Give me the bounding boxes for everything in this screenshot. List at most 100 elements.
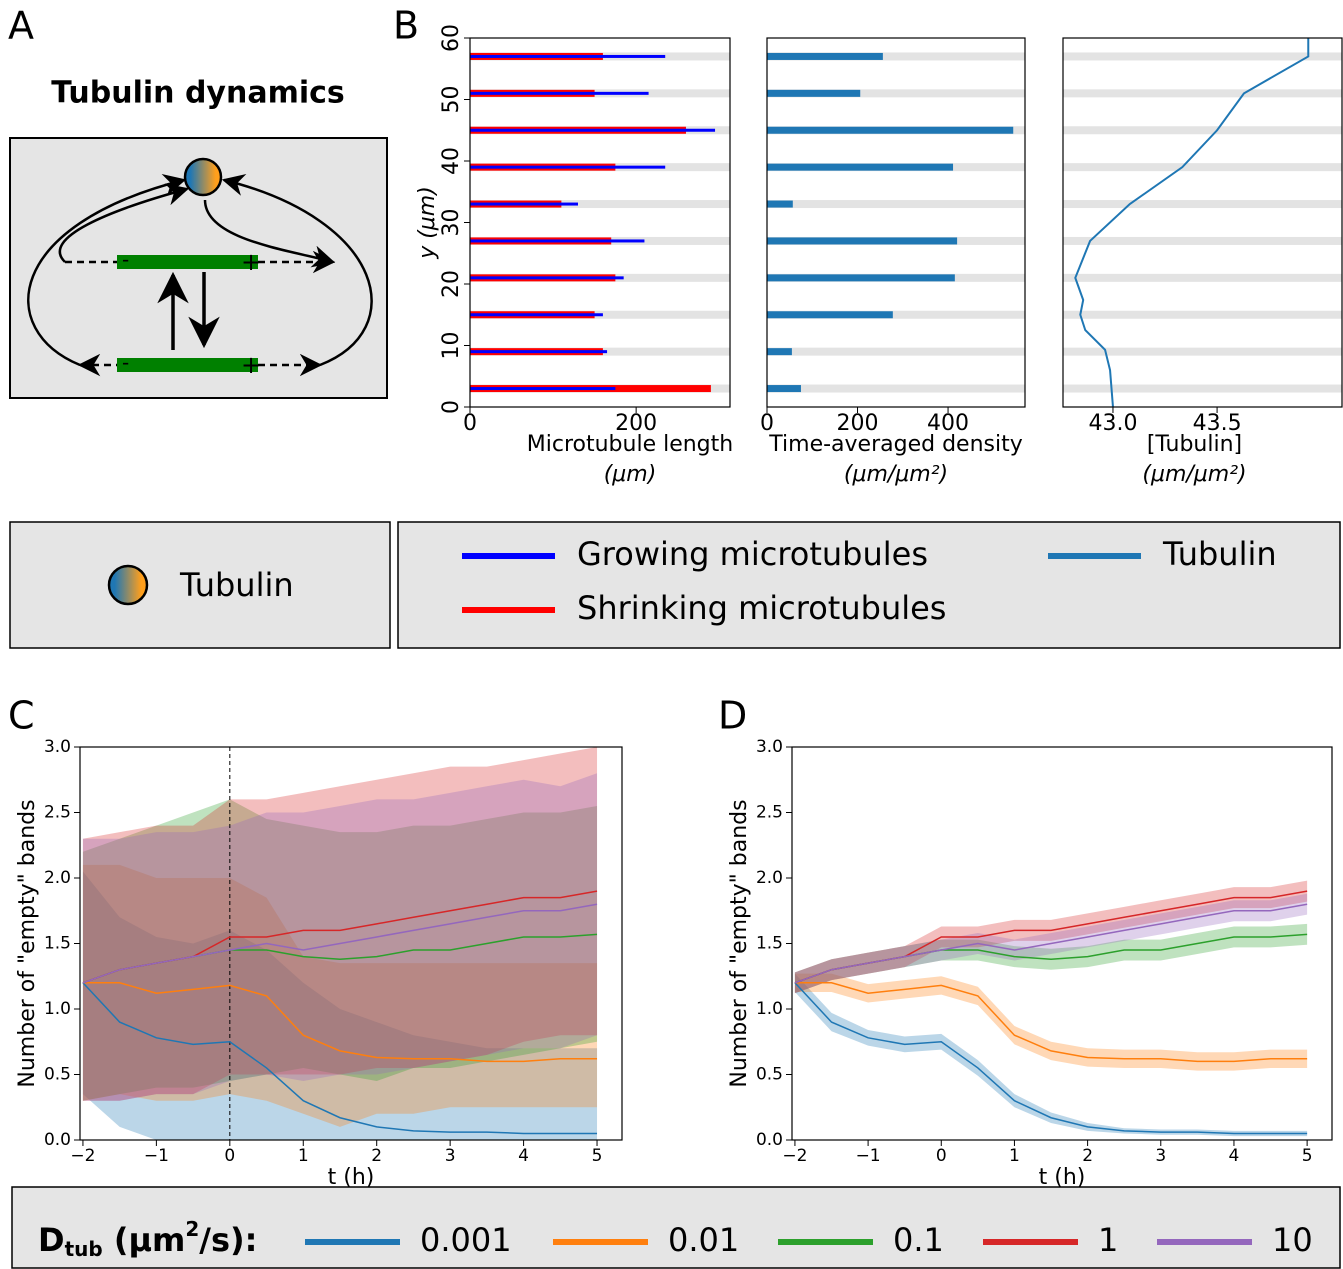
x-tick-label: 0 — [224, 1146, 235, 1166]
band — [1063, 200, 1342, 208]
y-tick-label: 1.5 — [756, 934, 783, 954]
x-axis-unit: (μm) — [604, 462, 657, 487]
legend-label: 10 — [1272, 1221, 1313, 1259]
y-tick-label: 20 — [439, 270, 464, 298]
bar — [767, 348, 792, 355]
band — [767, 348, 1025, 356]
y-tick-label: 40 — [439, 147, 464, 175]
bar — [767, 127, 1013, 134]
band — [1063, 163, 1342, 171]
legend-label: Tubulin — [179, 566, 294, 604]
x-axis-label: [Tubulin] — [1147, 432, 1242, 457]
x-axis-label: t (h) — [1039, 1165, 1086, 1190]
x-tick-label: −2 — [782, 1146, 807, 1166]
y-tick-label: 2.0 — [756, 868, 783, 888]
bar — [470, 55, 665, 58]
band — [1063, 52, 1342, 60]
y-tick-label: 1.0 — [756, 999, 783, 1019]
panel-label: D — [718, 694, 747, 738]
y-axis-label: Number of "empty" bands — [15, 799, 40, 1087]
x-axis-unit: (μm/μm²) — [1142, 462, 1246, 487]
y-tick-label: 0.0 — [44, 1130, 71, 1150]
plot-area — [795, 881, 1307, 1136]
band — [1063, 237, 1342, 245]
legend-label: Shrinking microtubules — [577, 589, 946, 627]
bar — [470, 276, 624, 279]
legend-label: 0.01 — [668, 1221, 739, 1259]
y-tick-label: 0.0 — [756, 1130, 783, 1150]
plot-area — [767, 52, 1025, 392]
x-tick-label: −1 — [144, 1146, 169, 1166]
x-tick-label: 4 — [1229, 1146, 1240, 1166]
error-band — [795, 974, 1307, 1071]
bar — [470, 92, 649, 95]
band — [1063, 89, 1342, 97]
x-tick-label: 3 — [1155, 1146, 1166, 1166]
plot-area — [1063, 38, 1342, 407]
y-tick-label: 0.5 — [756, 1065, 783, 1085]
y-tick-label: 3.0 — [756, 737, 783, 757]
y-axis-label: y (μm) — [415, 186, 440, 260]
bar — [470, 350, 607, 353]
plot-area — [470, 52, 730, 392]
band — [1063, 311, 1342, 319]
bar — [470, 129, 715, 132]
legend-label: 1 — [1098, 1221, 1118, 1259]
minus-end: - — [122, 351, 129, 375]
y-tick-label: 0 — [439, 400, 464, 414]
legend-label: Tubulin — [1162, 535, 1277, 573]
y-tick-label: 60 — [439, 24, 464, 52]
band — [1063, 274, 1342, 282]
y-axis-label: Number of "empty" bands — [727, 799, 752, 1087]
tubulin-icon — [109, 566, 147, 604]
x-axis-unit: (μm/μm²) — [844, 462, 948, 487]
bar — [767, 53, 883, 60]
y-tick-label: 50 — [439, 86, 464, 114]
bar — [767, 90, 860, 97]
diagram: Tubulin dynamics - + - + — [10, 76, 387, 399]
plus-end: + — [241, 351, 261, 379]
bar — [470, 203, 578, 206]
y-tick-label: 2.5 — [44, 803, 71, 823]
y-tick-label: 1.5 — [44, 934, 71, 954]
plot-area — [83, 747, 597, 1140]
legend-label: 0.001 — [420, 1221, 512, 1259]
x-tick-label: 2 — [371, 1146, 382, 1166]
y-tick-label: 2.5 — [756, 803, 783, 823]
x-tick-label: 1 — [1009, 1146, 1020, 1166]
bar — [767, 385, 801, 392]
y-tick-label: 2.0 — [44, 868, 71, 888]
x-tick-label: 5 — [1302, 1146, 1313, 1166]
x-tick-label: −1 — [856, 1146, 881, 1166]
bar — [470, 313, 603, 316]
tubulin-icon — [185, 159, 221, 195]
bar — [470, 387, 615, 390]
x-tick-label: 2 — [1082, 1146, 1093, 1166]
x-axis-label: Time-averaged density — [768, 432, 1022, 457]
y-tick-label: 1.0 — [44, 999, 71, 1019]
y-tick-label: 10 — [439, 332, 464, 360]
y-tick-label: 30 — [439, 209, 464, 237]
x-tick-label: 3 — [445, 1146, 456, 1166]
x-axis-label: t (h) — [328, 1165, 375, 1190]
plus-end: + — [241, 248, 261, 276]
x-axis-label: Microtubule length — [527, 432, 733, 457]
band — [1063, 126, 1342, 134]
band — [767, 200, 1025, 208]
microtubule — [117, 358, 258, 372]
y-tick-label: 0.5 — [44, 1065, 71, 1085]
panel-label: B — [393, 4, 419, 48]
bar — [470, 166, 665, 169]
legend-label: Growing microtubules — [577, 535, 928, 573]
bar — [767, 201, 793, 208]
figure: A B C D Tubulin dynamics - + - + Tubulin… — [0, 0, 1343, 1269]
x-tick-label: −2 — [70, 1146, 95, 1166]
band — [1063, 385, 1342, 393]
x-tick-label: 0 — [463, 411, 477, 436]
bar — [767, 237, 957, 244]
minus-end: - — [122, 248, 129, 272]
